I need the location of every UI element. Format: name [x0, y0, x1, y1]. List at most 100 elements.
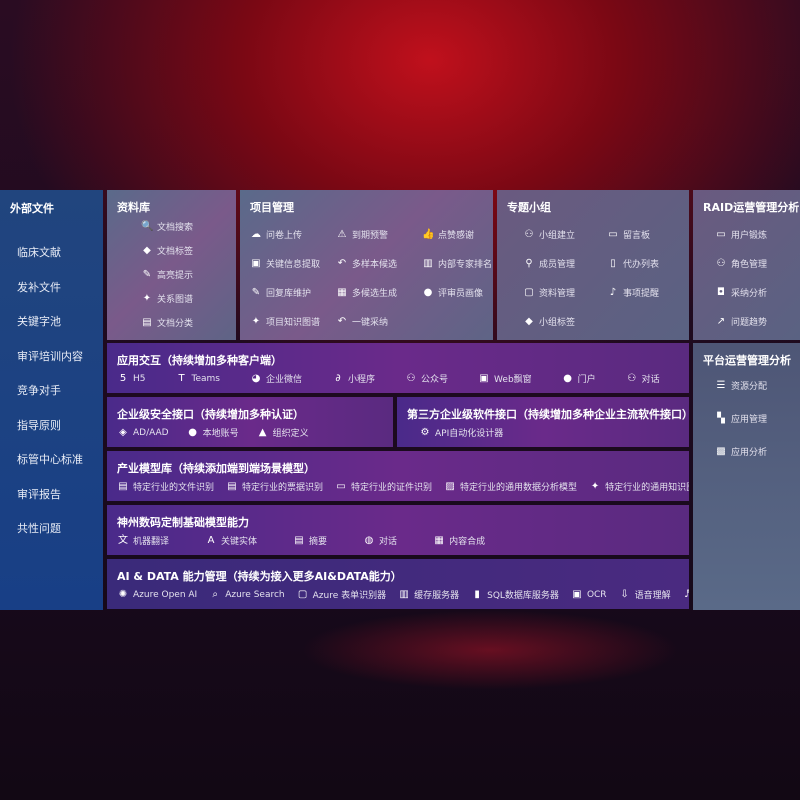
item-users[interactable]: ⚇ 角色管理	[715, 257, 768, 271]
item-gear[interactable]: ⚙ API自动化设计器	[419, 426, 504, 440]
item-label: 多候选生成	[352, 289, 398, 299]
item-wechat[interactable]: ◕ 企业微信	[250, 372, 302, 386]
item-graph[interactable]: ✦ 项目知识图谱	[250, 315, 320, 329]
item-speech[interactable]: ⇩ 语音理解	[619, 588, 670, 602]
item-window[interactable]: ▣ 关键信息提取	[250, 257, 320, 271]
item-graph[interactable]: ✦ 特定行业的通用知识图谱模型	[589, 480, 689, 494]
panel-title: 第三方企业级软件接口（持续增加多种企业主流软件接口）	[407, 408, 689, 421]
item-folder[interactable]: ▢ 资料管理	[523, 286, 576, 300]
item-file[interactable]: ▤ 特定行业的文件识别	[117, 480, 215, 494]
item-qa[interactable]: ◘ 采纳分析	[715, 286, 767, 300]
item-reply[interactable]: ↶ 多样本候选	[336, 257, 397, 271]
sidebar-item[interactable]: 审评培训内容	[17, 349, 83, 363]
item-org[interactable]: ▲ 组织定义	[257, 426, 309, 440]
bbs-icon: ▭	[608, 228, 618, 240]
item-bell[interactable]: ♪ 事项提醒	[607, 286, 659, 300]
item-database[interactable]: ▮ SQL数据库服务器	[471, 588, 559, 602]
item-user-add[interactable]: ⚲ 成员管理	[523, 257, 575, 271]
item-analysis[interactable]: ▩ 应用分析	[715, 445, 768, 459]
item-label: 资料管理	[539, 289, 576, 299]
item-bbs[interactable]: ▭ 留言板	[607, 228, 650, 242]
item-ranking[interactable]: ▥ 内部专家排名	[422, 257, 493, 271]
item-doc-search[interactable]: 🔍 文档搜索	[141, 220, 193, 234]
item-label: 用户锻炼	[731, 231, 768, 241]
sidebar-item[interactable]: 发补文件	[17, 280, 61, 294]
item-users[interactable]: ⚇ 小组建立	[523, 228, 576, 242]
receipt-icon: ▤	[227, 480, 237, 492]
sidebar-item[interactable]: 临床文献	[17, 246, 61, 259]
thumbs-up-icon: 👍	[422, 228, 435, 240]
item-user-lock[interactable]: ● 本地账号	[187, 426, 238, 440]
item-user[interactable]: ● 评审员画像	[422, 286, 483, 300]
item-chat[interactable]: ◍ 对话	[363, 534, 397, 548]
panel-title: 专题小组	[507, 201, 551, 214]
item-upload-cloud[interactable]: ☁ 问卷上传	[250, 228, 302, 242]
item-chart[interactable]: ▨ 特定行业的通用数据分析模型	[444, 480, 577, 494]
tag-icon: ◆	[525, 315, 533, 327]
diamond-icon: ◈	[119, 426, 127, 438]
item-alarm[interactable]: ⚠ 到期预警	[336, 228, 389, 242]
item-tag[interactable]: ◆ 文档标签	[141, 244, 193, 258]
item-label: 特定行业的文件识别	[133, 483, 215, 493]
edit-icon: ✎	[251, 286, 261, 298]
item-tts[interactable]: ♬TTS	[683, 589, 689, 601]
item-doc[interactable]: ▤ 摘要	[293, 534, 327, 548]
item-grid[interactable]: ▚ 应用管理	[715, 412, 767, 426]
sidebar-item[interactable]: 关键字池	[17, 315, 61, 328]
item-label: H5	[133, 373, 146, 384]
item-label: 应用分析	[731, 448, 768, 458]
alarm-icon: ⚠	[337, 228, 347, 240]
html5-icon: 5	[119, 372, 127, 384]
item-label: 到期预警	[352, 231, 389, 241]
item-doc-stack[interactable]: ▤ 文档分类	[141, 316, 194, 330]
item-ocr[interactable]: ▣ OCR	[571, 589, 606, 601]
sidebar-item[interactable]: 标管中心标准	[17, 453, 83, 466]
item-reply[interactable]: ↶ 一键采纳	[336, 315, 388, 329]
item-diamond[interactable]: ◈ AD/AAD	[117, 426, 168, 439]
sidebar-item[interactable]: 共性问题	[17, 522, 61, 535]
sidebar-item[interactable]: 指导原则	[17, 418, 61, 432]
item-id-card[interactable]: ▭ 特定行业的证件识别	[335, 480, 432, 494]
item-checklist[interactable]: ☰ 资源分配	[715, 379, 768, 393]
item-clipboard[interactable]: ▯ 代办列表	[607, 257, 659, 271]
item-puzzle[interactable]: ▦ 内容合成	[433, 534, 486, 548]
item-label: 角色管理	[731, 260, 768, 270]
openai-icon: ✺	[118, 588, 128, 600]
org-icon: ▲	[258, 426, 267, 438]
item-label: 文档分类	[157, 319, 194, 329]
item-cache[interactable]: ▥ 缓存服务器	[398, 588, 459, 602]
item-entity[interactable]: A 关键实体	[205, 534, 257, 548]
item-graph[interactable]: ✦ 关系图谱	[141, 292, 193, 306]
item-pen[interactable]: ✎ 高亮提示	[141, 268, 193, 282]
item-miniprogram[interactable]: ∂ 小程序	[332, 372, 375, 386]
item-label: 公众号	[421, 375, 449, 385]
item-id-card[interactable]: ▭ 用户锻炼	[715, 228, 768, 242]
item-puzzle[interactable]: ▦ 多候选生成	[336, 286, 398, 300]
clipboard-icon: ▯	[610, 257, 616, 269]
sidebar-item[interactable]: 审评报告	[17, 487, 61, 501]
item-edit[interactable]: ✎ 回复库维护	[250, 286, 311, 300]
sidebar-item[interactable]: 竞争对手	[17, 384, 61, 397]
item-trend[interactable]: ↗ 问题趋势	[715, 315, 767, 329]
user-lock-icon: ●	[188, 426, 197, 438]
item-receipt[interactable]: ▤ 特定行业的票据识别	[226, 480, 323, 494]
item-label: 机器翻译	[133, 537, 170, 547]
item-search[interactable]: ⌕ Azure Search	[209, 589, 284, 601]
form-icon: ▢	[297, 588, 308, 600]
item-form[interactable]: ▢ Azure 表单识别器	[297, 588, 386, 602]
graph-icon: ✦	[251, 315, 261, 327]
item-window[interactable]: ▣ Web飘窗	[478, 372, 531, 386]
item-html5[interactable]: 5 H5	[117, 373, 146, 385]
item-teams[interactable]: T Teams	[176, 373, 220, 385]
item-users[interactable]: ⚇ 公众号	[405, 372, 449, 386]
item-openai[interactable]: ✺ Azure Open AI	[117, 589, 197, 601]
item-portal[interactable]: ● 门户	[562, 372, 595, 386]
item-label: 内部专家排名	[438, 260, 493, 270]
item-thumbs-up[interactable]: 👍 点赞感谢	[422, 228, 474, 242]
item-tag[interactable]: ◆ 小组标签	[523, 315, 575, 329]
item-chat-users[interactable]: ⚇ 对话	[626, 372, 660, 386]
item-label: Azure Open AI	[133, 589, 198, 600]
item-label: 内容合成	[449, 537, 486, 547]
item-translate[interactable]: 文机器翻译	[117, 534, 170, 548]
panel-title: 产业模型库（持续添加端到端场景模型）	[117, 462, 315, 475]
